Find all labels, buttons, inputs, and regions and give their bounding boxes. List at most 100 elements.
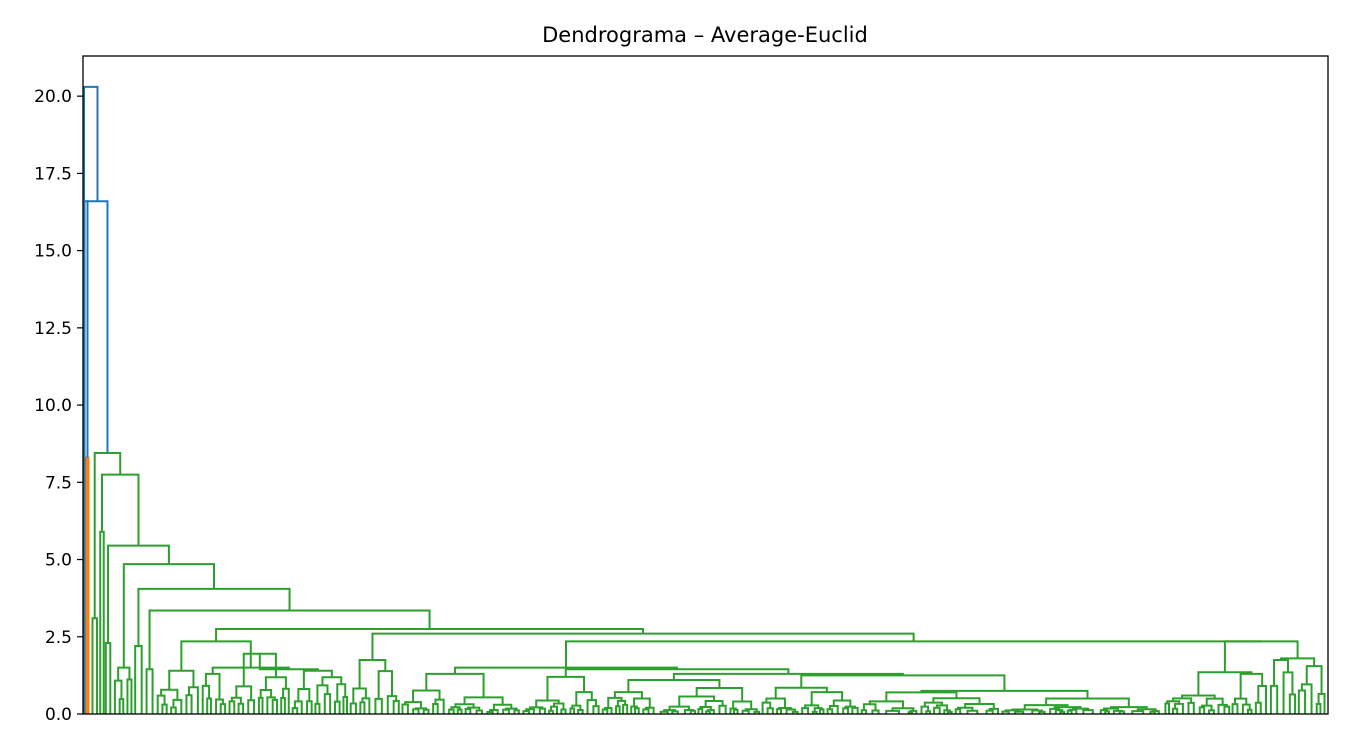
dendrogram-link <box>321 676 343 686</box>
dendrogram-link <box>761 701 772 714</box>
dendrogram-link <box>156 694 166 714</box>
dendrogram-link <box>258 653 319 671</box>
dendrogram-link <box>1282 671 1294 714</box>
top-link <box>83 85 99 714</box>
dendrogram-link <box>592 705 600 714</box>
dendrogram-link <box>314 702 321 714</box>
chart-title: Dendrograma – Average-Euclid <box>542 23 868 47</box>
dendrogram-link <box>885 691 958 702</box>
dendrogram-link <box>1257 685 1268 714</box>
dendrogram-link <box>386 695 398 714</box>
dendrogram-link <box>219 703 227 714</box>
dendrogram-link <box>247 699 256 714</box>
dendrogram-link <box>215 698 224 714</box>
dendrogram-link <box>954 708 962 714</box>
dendrogram-link <box>538 707 546 714</box>
dendrogram-link <box>91 617 98 714</box>
dendrogram-link <box>800 674 1006 691</box>
dendrogram-link <box>1099 709 1109 714</box>
dendrogram-link <box>851 706 859 714</box>
dendrogram-link <box>134 645 143 714</box>
dendrogram-link <box>235 685 253 701</box>
dendrogram-link <box>259 688 273 698</box>
dendrogram-link <box>377 670 394 699</box>
dendrogram-link <box>546 675 586 701</box>
dendrogram-link <box>264 676 287 690</box>
dendrogram-link <box>695 686 744 702</box>
dendrogram-link <box>1059 710 1066 714</box>
dendrogram-link <box>1023 704 1069 710</box>
dendrogram-link <box>1166 700 1181 704</box>
dendrogram-link <box>1254 701 1262 714</box>
dendrogram-link <box>145 668 154 714</box>
dendrogram-link <box>1049 707 1061 714</box>
dendrogram-link <box>359 701 366 714</box>
dendrogram-link <box>1269 684 1279 714</box>
dendrogram-link <box>633 697 651 708</box>
dendrogram-link <box>425 672 485 698</box>
y-tick-label: 0.0 <box>45 705 72 725</box>
dendrogram-link <box>774 686 828 699</box>
dendrogram-link <box>306 700 313 714</box>
dendrogram-link <box>170 706 177 714</box>
dendrogram-link <box>486 710 494 714</box>
dendrogram-link <box>1172 707 1179 714</box>
dendrogram-link <box>818 708 825 714</box>
dendrogram-link <box>776 708 783 714</box>
dendrogram-link <box>215 628 645 642</box>
dendrogram-link <box>616 699 627 707</box>
dendrogram-link <box>333 700 341 714</box>
dendrogram-link <box>126 678 133 714</box>
dendrogram-link <box>1315 703 1322 714</box>
dendrogram-link <box>1198 706 1206 714</box>
y-tick-label: 10.0 <box>34 396 72 416</box>
dendrogram-link <box>342 696 349 714</box>
dendrogram-link <box>104 641 112 714</box>
dendrogram-link <box>832 699 852 707</box>
dendrogram-link <box>932 697 981 704</box>
dendrogram-link <box>766 707 774 714</box>
dendrogram-link <box>765 697 786 708</box>
dendrogram-link <box>1231 703 1239 714</box>
dendrogram-link <box>627 679 721 693</box>
dendrogram-link <box>565 640 1262 668</box>
y-axis: 0.0 2.5 5.0 7.5 10.0 12.5 15.0 17.5 20.0 <box>34 87 83 725</box>
dendrogram-link <box>826 708 834 714</box>
dendrogram-link <box>1131 710 1145 714</box>
dendrogram-link <box>842 707 850 714</box>
dendrogram-link <box>414 707 428 710</box>
dendrogram-link <box>613 691 643 699</box>
top-link <box>86 200 109 458</box>
dendrogram-link <box>99 530 105 714</box>
dendrogram-link <box>634 707 640 714</box>
dendrogram-link <box>122 563 215 668</box>
dendrogram-link <box>933 706 941 714</box>
dendrogram-link <box>180 640 252 671</box>
orange-cluster-link <box>85 456 90 714</box>
dendrogram-link <box>412 708 420 714</box>
dendrogram-link <box>909 709 918 714</box>
dendrogram-link <box>564 668 790 677</box>
dendrogram-link <box>689 709 696 714</box>
dendrogram-link <box>137 587 291 647</box>
dendrogram-link <box>810 691 844 706</box>
dendrogram-link <box>358 658 387 689</box>
dendrogram-link <box>1187 701 1195 714</box>
dendrogram-link <box>778 706 792 710</box>
dendrogram-link <box>522 710 530 714</box>
dendrogram-link <box>237 702 245 714</box>
dendrogram-link <box>642 708 650 714</box>
dendrogram-link <box>323 693 332 714</box>
dendrogram-link <box>392 699 400 714</box>
dendrogram-link <box>502 708 510 714</box>
dendrogram-link <box>601 708 609 714</box>
dendrogram-link <box>100 473 140 546</box>
dendrogram-link <box>1038 710 1046 714</box>
dendrogram-link <box>622 703 629 714</box>
dendrogram-link <box>1288 693 1297 714</box>
dendrogram-link <box>525 708 535 714</box>
dendrogram-link <box>569 707 576 714</box>
dendrogram-link <box>804 704 820 709</box>
dendrogram-link <box>560 708 567 714</box>
